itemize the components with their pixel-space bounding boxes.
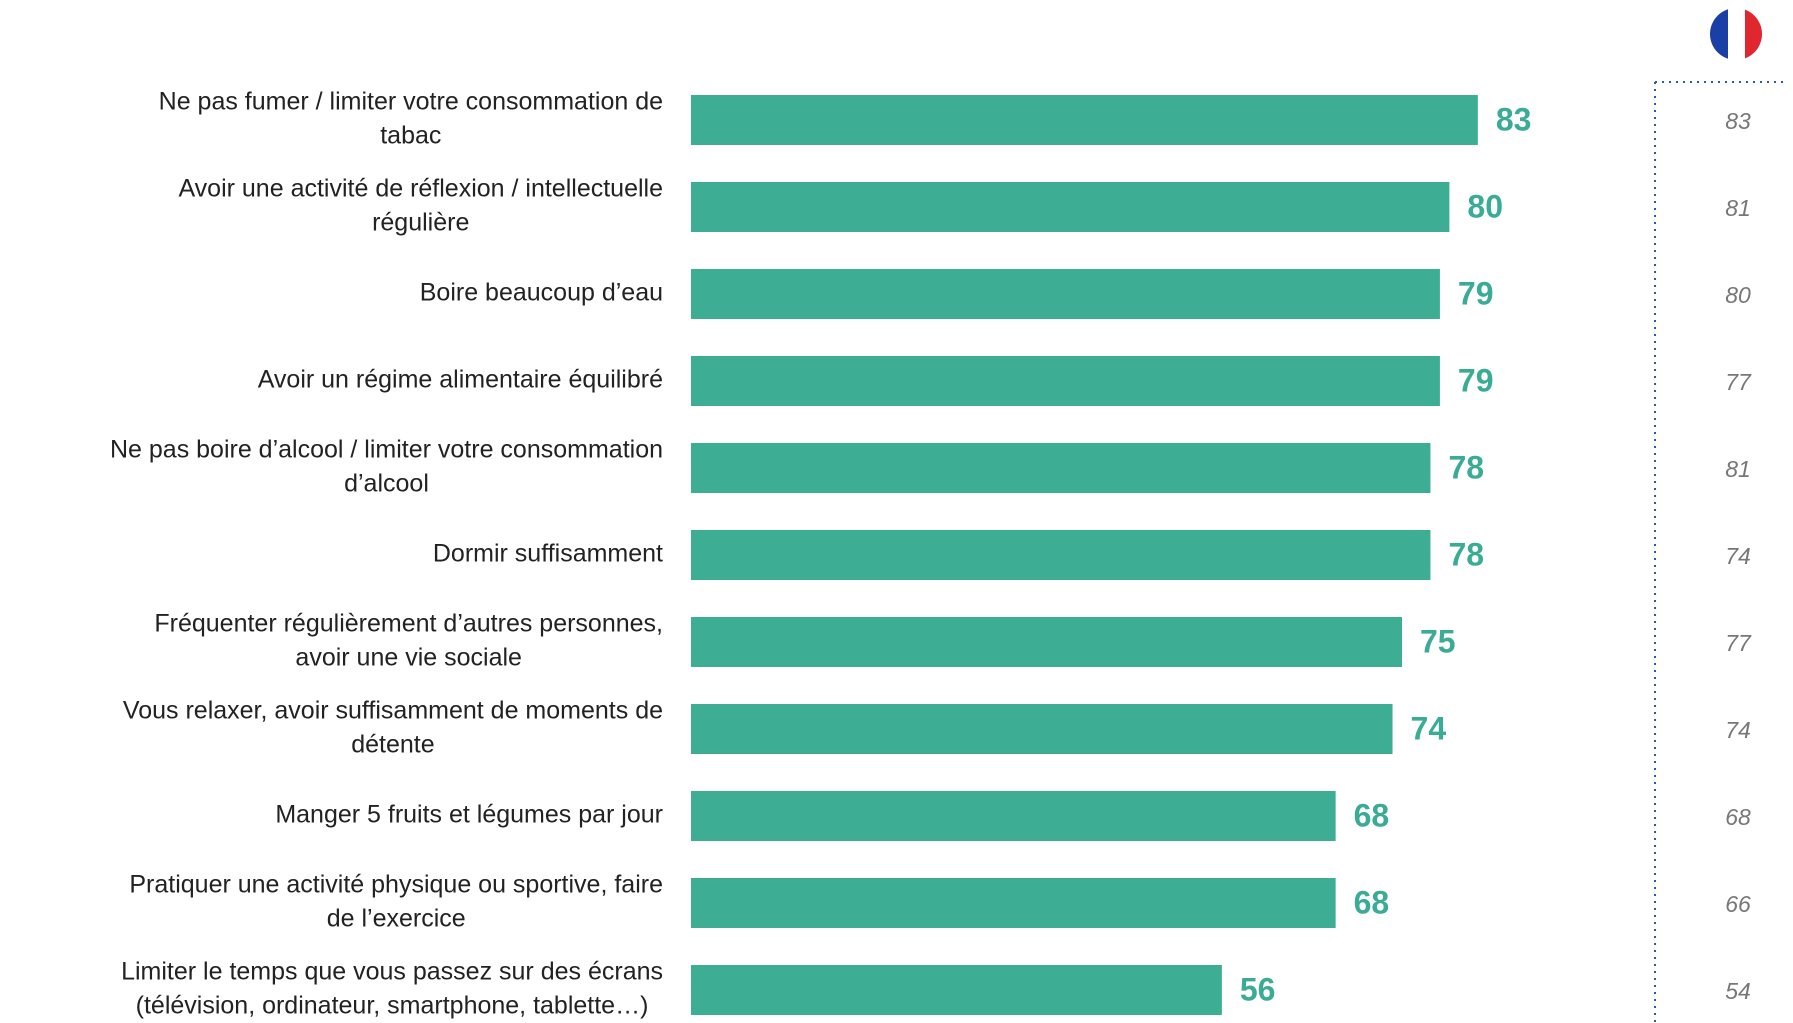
category-label: Vous relaxer, avoir suffisamment de mome…: [123, 697, 663, 725]
category-label: Boire beaucoup d’eau: [420, 279, 663, 307]
category-label: Avoir une activité de réflexion / intell…: [178, 175, 663, 203]
bar: [691, 269, 1440, 319]
category-label: (télévision, ordinateur, smartphone, tab…: [136, 992, 649, 1020]
bar: [691, 530, 1431, 580]
bar: [691, 95, 1478, 145]
category-label: de l’exercice: [327, 905, 466, 933]
category-label: Limiter le temps que vous passez sur des…: [121, 958, 663, 986]
category-label: Fréquenter régulièrement d’autres person…: [154, 610, 663, 638]
bar: [691, 617, 1402, 667]
bar: [691, 965, 1222, 1015]
category-label: Avoir un régime alimentaire équilibré: [258, 366, 663, 394]
comparison-value: 77: [1725, 630, 1752, 656]
value-label: 79: [1458, 362, 1494, 398]
bar: [691, 791, 1336, 841]
comparison-value: 81: [1725, 195, 1751, 221]
value-label: 68: [1354, 884, 1390, 920]
comparison-value: 74: [1725, 543, 1751, 569]
bar: [691, 704, 1393, 754]
category-label: avoir une vie sociale: [295, 644, 522, 672]
value-label: 83: [1496, 101, 1532, 137]
category-label: détente: [351, 731, 434, 759]
value-label: 74: [1411, 710, 1447, 746]
category-label: tabac: [380, 122, 441, 150]
category-label: Ne pas boire d’alcool / limiter votre co…: [110, 436, 663, 464]
category-label: d’alcool: [344, 470, 429, 498]
comparison-value: 77: [1725, 369, 1752, 395]
value-label: 68: [1354, 797, 1390, 833]
category-label: Dormir suffisamment: [433, 540, 663, 568]
france-flag: [1710, 8, 1762, 60]
comparison-value: 66: [1725, 891, 1751, 917]
category-label: régulière: [372, 209, 469, 237]
bar: [691, 878, 1336, 928]
comparison-value: 68: [1725, 804, 1751, 830]
category-label: Ne pas fumer / limiter votre consommatio…: [159, 88, 663, 116]
value-label: 75: [1420, 623, 1456, 659]
comparison-value: 54: [1725, 978, 1751, 1004]
value-label: 56: [1240, 971, 1276, 1007]
category-label: Pratiquer une activité physique ou sport…: [129, 871, 663, 899]
value-label: 78: [1448, 536, 1484, 572]
category-label: Manger 5 fruits et légumes par jour: [275, 801, 663, 829]
bar: [691, 443, 1431, 493]
value-label: 78: [1448, 449, 1484, 485]
comparison-value: 83: [1725, 108, 1751, 134]
value-label: 80: [1467, 188, 1503, 224]
bar: [691, 182, 1450, 232]
comparison-value: 74: [1725, 717, 1751, 743]
bar: [691, 356, 1440, 406]
comparison-value: 80: [1725, 282, 1751, 308]
value-label: 79: [1458, 275, 1494, 311]
comparison-value: 81: [1725, 456, 1751, 482]
